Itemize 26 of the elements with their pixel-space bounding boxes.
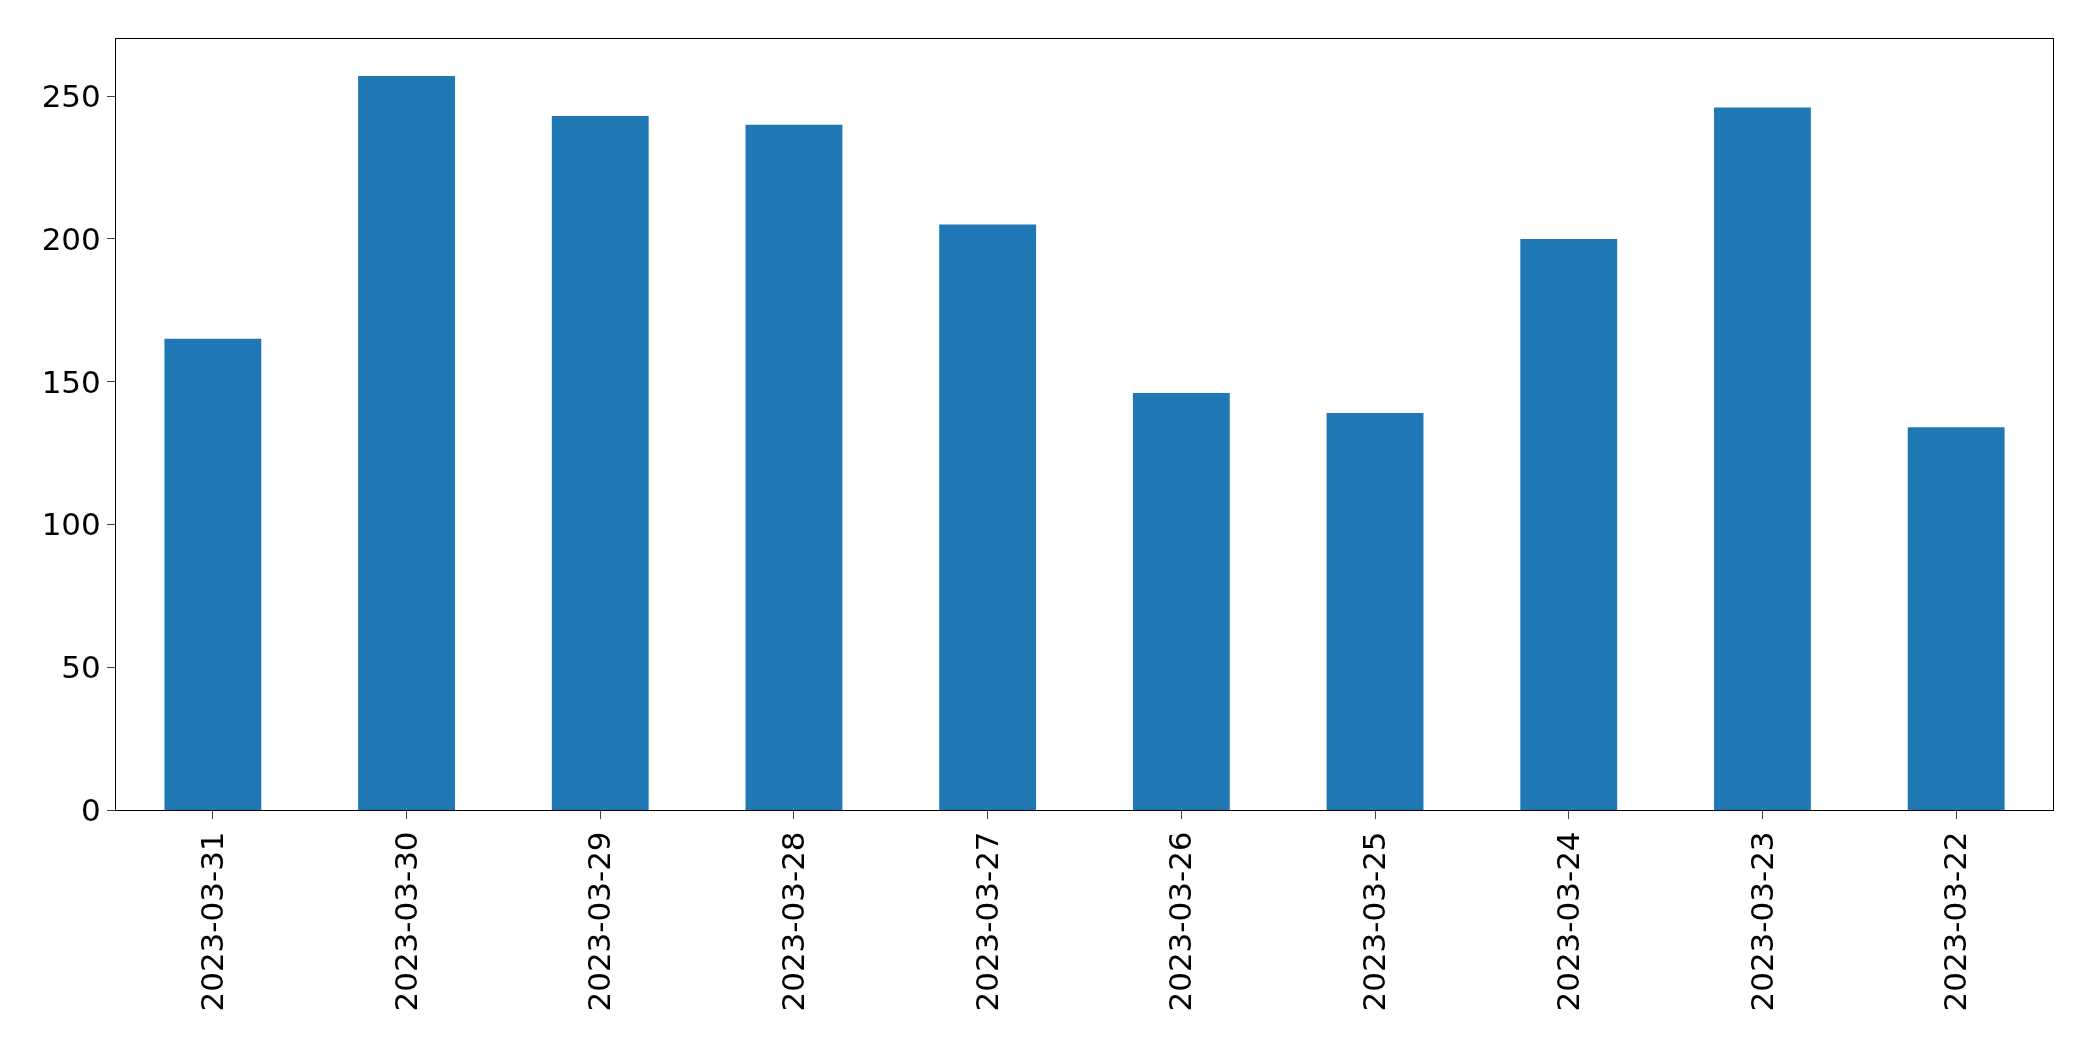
bar [1520,238,1618,810]
x-tick-label: 2023-03-27 [968,831,1005,1012]
bar [164,338,262,810]
bar [1326,413,1424,810]
bar [1714,107,1811,810]
y-tick-label: 50 [61,649,101,686]
x-tick-label: 2023-03-23 [1743,831,1780,1012]
y-tick-label: 250 [41,77,101,114]
x-tick-label: 2023-03-22 [1937,831,1974,1012]
bar [1132,393,1230,810]
bar [939,224,1037,810]
y-tick-label: 0 [81,791,101,828]
x-tick-label: 2023-03-30 [387,831,424,1012]
bar [1907,427,2005,810]
x-tick-label: 2023-03-24 [1549,831,1586,1012]
x-tick-label: 2023-03-31 [193,831,230,1012]
x-tick-label: 2023-03-28 [775,831,812,1012]
y-tick-label: 150 [41,363,101,400]
bar [745,124,843,810]
bar [358,76,455,810]
x-tick-label: 2023-03-29 [581,831,618,1012]
y-tick-label: 100 [41,506,101,543]
x-tick-label: 2023-03-25 [1356,831,1393,1012]
bar [551,116,649,810]
y-tick-label: 200 [41,220,101,257]
x-tick-label: 2023-03-26 [1162,831,1199,1012]
